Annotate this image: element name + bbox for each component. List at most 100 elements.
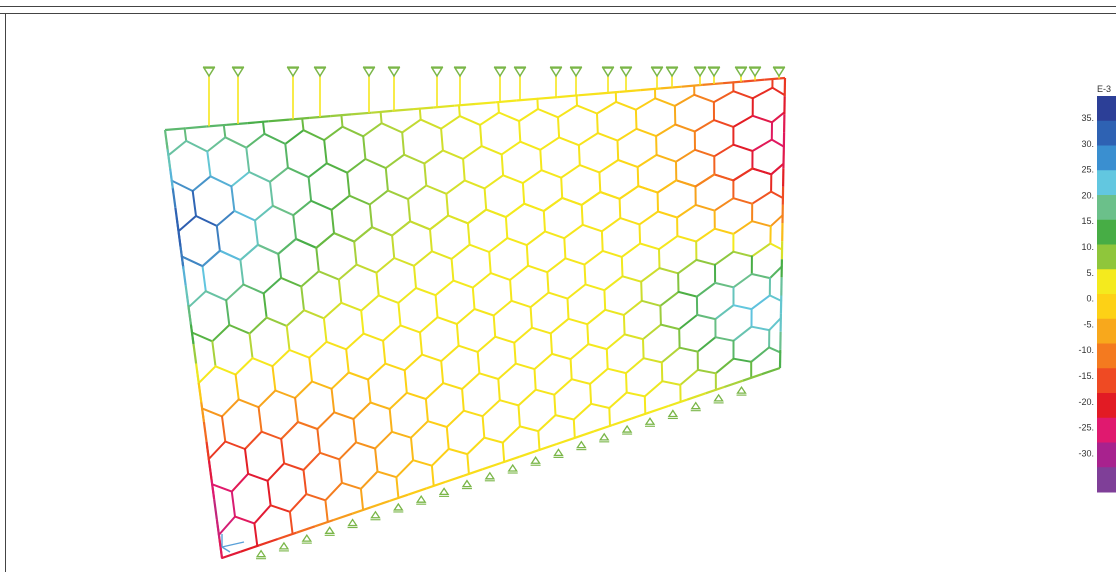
- mesh-edge: [563, 237, 567, 260]
- mesh-edge: [445, 409, 465, 428]
- mesh-edge: [643, 380, 664, 398]
- mesh-boundary-edge: [226, 122, 248, 126]
- mesh-edge: [311, 380, 333, 390]
- mesh-edge: [695, 281, 717, 298]
- mesh-edge: [732, 304, 753, 311]
- mesh-edge: [530, 326, 552, 335]
- mesh-edge: [732, 90, 754, 100]
- mesh-edge: [185, 139, 209, 153]
- mesh-edge: [280, 438, 286, 465]
- mesh-edge: [310, 199, 333, 211]
- mesh-boundary-edge: [702, 82, 724, 86]
- mesh-boundary-edge: [681, 83, 703, 88]
- mesh-edge: [539, 148, 543, 172]
- mesh-edge: [308, 356, 313, 383]
- window-border-left: [5, 13, 6, 572]
- mesh-boundary-edge: [389, 493, 409, 503]
- mesh-edge: [563, 223, 584, 240]
- mesh-edge: [362, 122, 383, 138]
- mesh-edge: [401, 131, 406, 156]
- mesh-edge: [248, 316, 268, 335]
- mesh-edge: [770, 162, 785, 176]
- mesh-edge: [403, 369, 408, 394]
- mesh-edge: [497, 378, 501, 402]
- legend-swatch: [1097, 343, 1116, 369]
- mesh-edge: [655, 135, 658, 156]
- mesh-edge: [732, 143, 754, 152]
- legend-swatch: [1097, 393, 1116, 419]
- mesh-edge: [502, 174, 524, 185]
- mesh-edge: [315, 246, 320, 273]
- mesh-edge: [382, 324, 402, 342]
- mesh-boundary-edge: [200, 402, 205, 422]
- mesh-edge: [461, 372, 481, 390]
- mesh-edge: [239, 259, 245, 286]
- legend-tick-label: -10.: [1078, 345, 1094, 355]
- mesh-edge: [397, 301, 402, 327]
- mesh-edge: [536, 97, 539, 110]
- mesh-edge: [714, 250, 735, 266]
- mesh-edge: [286, 166, 310, 179]
- support-icon: [461, 479, 473, 488]
- mesh-edge: [466, 453, 470, 475]
- mesh-edge: [542, 196, 564, 212]
- mesh-edge: [395, 459, 415, 479]
- mesh-edge: [596, 132, 619, 142]
- mesh-edge: [323, 125, 344, 142]
- legend-tick-label: -15.: [1078, 371, 1094, 381]
- legend-swatch: [1097, 195, 1116, 221]
- mesh-edge: [462, 145, 483, 160]
- mesh-edge: [338, 458, 343, 484]
- mesh-edge: [384, 362, 406, 372]
- mesh-edge: [217, 515, 236, 536]
- mesh-edge: [230, 171, 251, 188]
- mesh-edge: [429, 228, 433, 253]
- mesh-edge: [540, 169, 563, 179]
- mesh-edge: [191, 331, 214, 343]
- mesh-boundary-edge: [330, 113, 352, 118]
- mesh-edge: [430, 250, 453, 260]
- mesh-boundary-edge: [668, 398, 688, 408]
- legend-tick-labels: 35. 30. 25. 20. 15. 10. 5. 0. -5. -10. -15. -20. -25…: [1078, 113, 1094, 458]
- mesh-edge: [230, 490, 236, 518]
- mesh-edge: [424, 382, 445, 400]
- mesh-edge: [600, 230, 604, 252]
- mesh-edge: [337, 263, 358, 281]
- support-icon: [734, 67, 748, 78]
- mesh-edge: [617, 159, 639, 168]
- mesh-edge: [659, 304, 662, 326]
- mesh-edge: [330, 194, 351, 211]
- mesh-edge: [596, 112, 599, 135]
- mesh-edge: [225, 283, 245, 302]
- mesh-edge: [209, 175, 233, 188]
- mesh-edge: [603, 275, 624, 292]
- mesh-edge: [269, 180, 274, 207]
- mesh-edge: [315, 232, 335, 249]
- mesh-edge: [211, 340, 217, 368]
- mesh-edge: [296, 421, 319, 430]
- mesh-boundary-edge: [215, 518, 221, 539]
- mesh-edge: [253, 522, 259, 547]
- mesh-boundary-edge: [296, 525, 316, 534]
- mesh-boundary-edge: [660, 85, 682, 90]
- mesh-edge: [693, 119, 715, 133]
- mesh-edge: [183, 127, 188, 142]
- mesh-edge: [567, 317, 589, 326]
- mesh-edge: [570, 378, 592, 385]
- mesh-edge: [770, 138, 785, 148]
- mesh-boundary-edge: [500, 455, 520, 465]
- mesh-edge: [732, 167, 754, 182]
- mesh-edge: [211, 483, 233, 493]
- support-icon: [549, 67, 563, 78]
- mesh-edge: [426, 420, 448, 428]
- mesh-edge: [675, 179, 697, 188]
- mesh-edge: [713, 227, 735, 235]
- mesh-boundary-edge: [463, 468, 483, 477]
- support-icon: [650, 67, 664, 78]
- mesh-edge: [657, 210, 679, 219]
- mesh-edge: [696, 336, 717, 353]
- mesh-edge: [640, 299, 662, 307]
- mesh-edge: [659, 290, 680, 307]
